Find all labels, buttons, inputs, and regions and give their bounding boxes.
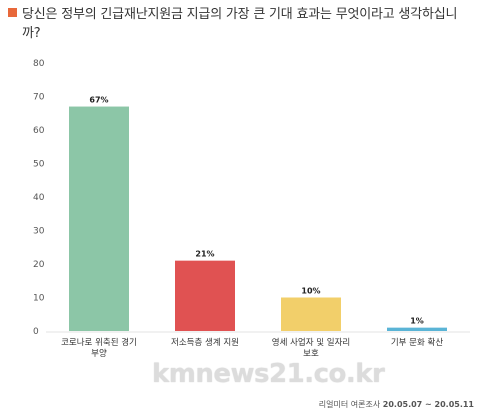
watermark: kmnews21.co.kr xyxy=(152,359,385,389)
bar xyxy=(175,260,235,331)
y-tick-label: 50 xyxy=(33,160,45,170)
data-label: 1% xyxy=(410,317,424,326)
data-label: 67% xyxy=(89,96,108,105)
y-tick-label: 60 xyxy=(33,126,45,136)
category-label: 영세 사업자 및 일자리 xyxy=(272,337,351,348)
category-label: 기부 문화 확산 xyxy=(391,337,444,348)
category-label: 코로나로 위축된 경기 xyxy=(61,337,137,348)
y-tick-label: 20 xyxy=(33,260,45,270)
data-label: 21% xyxy=(195,250,214,259)
category-label: 보호 xyxy=(303,349,319,359)
y-tick-label: 70 xyxy=(33,93,45,103)
title-bullet-icon xyxy=(8,8,17,17)
source-note: 리얼미터 여론조사 20.05.07 ~ 20.05.11 xyxy=(319,399,474,410)
y-tick-label: 40 xyxy=(33,193,45,203)
y-tick-label: 80 xyxy=(33,59,45,69)
category-label: 저소득층 생계 지원 xyxy=(171,337,239,348)
data-label: 10% xyxy=(301,287,320,296)
chart-title: 당신은 정부의 긴급재난지원금 지급의 가장 큰 기대 효과는 무엇이라고 생각… xyxy=(22,7,458,41)
y-tick-label: 30 xyxy=(33,227,45,237)
bar xyxy=(69,106,129,331)
bar xyxy=(387,327,447,331)
y-tick-label: 10 xyxy=(33,294,45,304)
source-date: 20.05.07 ~ 20.05.11 xyxy=(382,400,474,409)
category-label: 부양 xyxy=(91,348,107,359)
bar xyxy=(281,297,341,331)
source-text: 리얼미터 여론조사 xyxy=(318,400,381,409)
y-tick-label: 0 xyxy=(33,327,39,337)
